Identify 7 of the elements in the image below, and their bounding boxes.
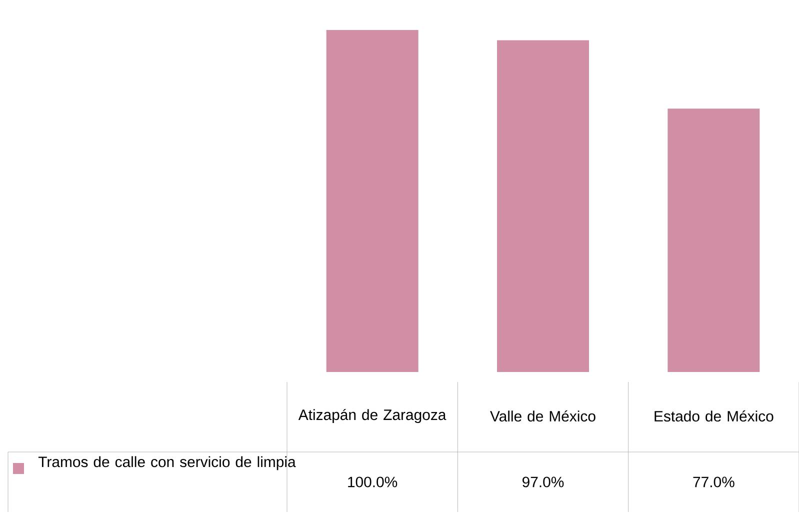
data-label: 77.0% bbox=[693, 476, 734, 488]
x-tick-label: Atizapán de Zaragoza bbox=[298, 408, 446, 424]
x-tick-label: Valle de México bbox=[490, 410, 596, 422]
data-label: 100.0% bbox=[348, 476, 398, 488]
legend-label: Tramos de calle con servicio de limpia bbox=[38, 456, 296, 470]
data-label: 97.0% bbox=[522, 476, 564, 488]
x-tick-label: Estado de México bbox=[654, 410, 774, 422]
